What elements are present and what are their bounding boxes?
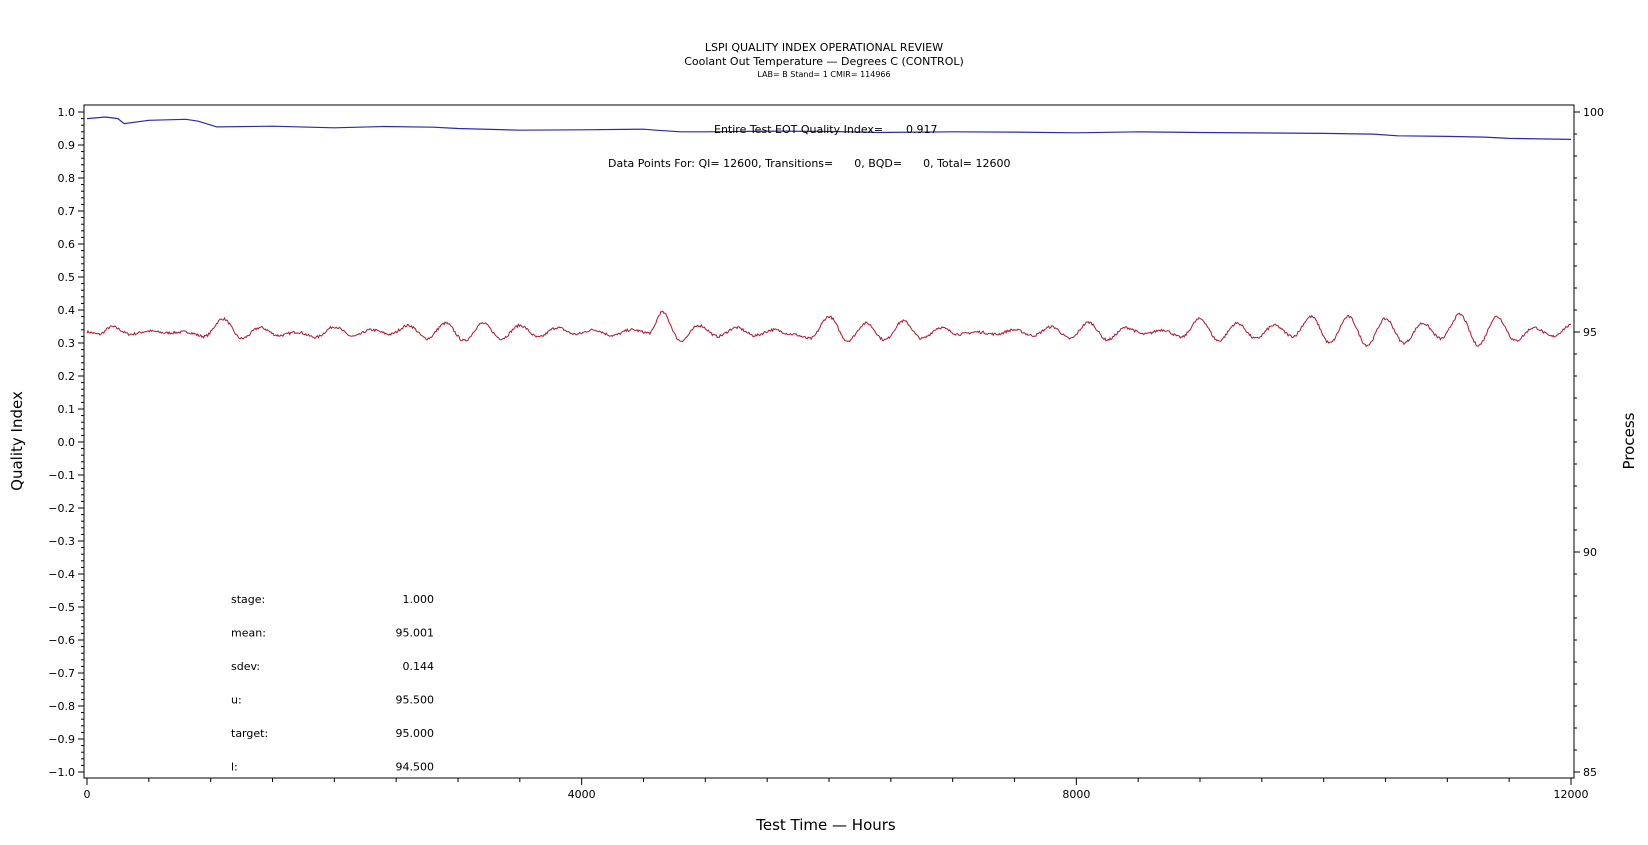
x-tick-label: 0 <box>84 788 91 801</box>
y-left-tick-label: −0.3 <box>48 535 75 548</box>
y-right-tick-label: 100 <box>1583 106 1604 119</box>
quality-index-series-line <box>86 116 1572 140</box>
y-right-tick-label: 85 <box>1583 766 1597 779</box>
y-right-tick-label: 95 <box>1583 326 1597 339</box>
stat-value: 1.000 <box>403 593 435 606</box>
y-left-tick-label: 0.2 <box>58 370 76 383</box>
chart-title: LSPI QUALITY INDEX OPERATIONAL REVIEW <box>704 41 944 54</box>
y-axis-right-title: Process <box>1620 412 1638 469</box>
stat-value: 95.001 <box>396 627 435 640</box>
stat-label: u: <box>231 694 242 707</box>
stat-label: mean: <box>231 627 266 640</box>
process-series-line <box>86 310 1572 348</box>
y-left-tick-label: −1.0 <box>48 766 75 779</box>
stat-label: target: <box>231 727 268 740</box>
y-left-tick-label: 0.1 <box>58 403 76 416</box>
x-tick-label: 8000 <box>1062 788 1090 801</box>
y-left-tick-label: 1.0 <box>58 106 76 119</box>
plot-frame <box>83 104 1575 779</box>
y-left-tick-label: 0.6 <box>58 238 76 251</box>
y-right-tick-label: 90 <box>1583 546 1597 559</box>
y-axis-right: 100 95 90 85 <box>1574 106 1604 779</box>
stat-value: 95.000 <box>396 727 435 740</box>
data-points-summary: Data Points For: QI= 12600, Transitions=… <box>608 157 1010 170</box>
stat-value: 95.500 <box>396 694 435 707</box>
y-axis-left-title: Quality Index <box>8 391 26 491</box>
y-left-tick-label: −0.9 <box>48 733 75 746</box>
x-axis-title: Test Time — Hours <box>755 816 896 834</box>
eot-quality-index-value: 0.917 <box>906 123 938 136</box>
y-left-tick-label: −0.2 <box>48 502 75 515</box>
y-left-tick-label: 0.7 <box>58 205 76 218</box>
y-left-tick-label: −0.4 <box>48 568 75 581</box>
y-left-tick-label: −0.6 <box>48 634 75 647</box>
stat-label: l: <box>231 761 238 774</box>
y-left-tick-label: 0.9 <box>58 139 76 152</box>
y-left-tick-label: 0.8 <box>58 172 76 185</box>
stat-label: stage: <box>231 593 265 606</box>
chart-subtitle: Coolant Out Temperature — Degrees C (CON… <box>684 55 964 68</box>
y-left-tick-label: −0.1 <box>48 469 75 482</box>
x-axis: 0 4000 8000 12000 <box>84 778 1589 801</box>
y-left-tick-label: 0.4 <box>58 304 76 317</box>
stat-value: 94.500 <box>396 761 435 774</box>
y-left-tick-label: 0.5 <box>58 271 76 284</box>
y-left-tick-label: −0.8 <box>48 700 75 713</box>
y-left-tick-label: 0.3 <box>58 337 76 350</box>
eot-quality-index-label: Entire Test EOT Quality Index= <box>714 123 883 136</box>
y-left-tick-label: −0.7 <box>48 667 75 680</box>
x-tick-label: 12000 <box>1554 788 1589 801</box>
stats-table: stage: 1.000 mean: 95.001 sdev: 0.144 u: 95.500… <box>231 593 434 774</box>
x-tick-label: 4000 <box>568 788 596 801</box>
y-left-tick-label: 0.0 <box>58 436 76 449</box>
stat-value: 0.144 <box>403 660 435 673</box>
stat-label: sdev: <box>231 660 260 673</box>
lab-line: LAB= B Stand= 1 CMIR= 114966 <box>757 70 891 79</box>
y-axis-left: 1.0 0.9 0.8 0.7 0.6 0.5 0.4 0.3 0.2 0.1 0.0 −0.1 −0.… <box>48 106 84 779</box>
y-left-tick-label: −0.5 <box>48 601 75 614</box>
